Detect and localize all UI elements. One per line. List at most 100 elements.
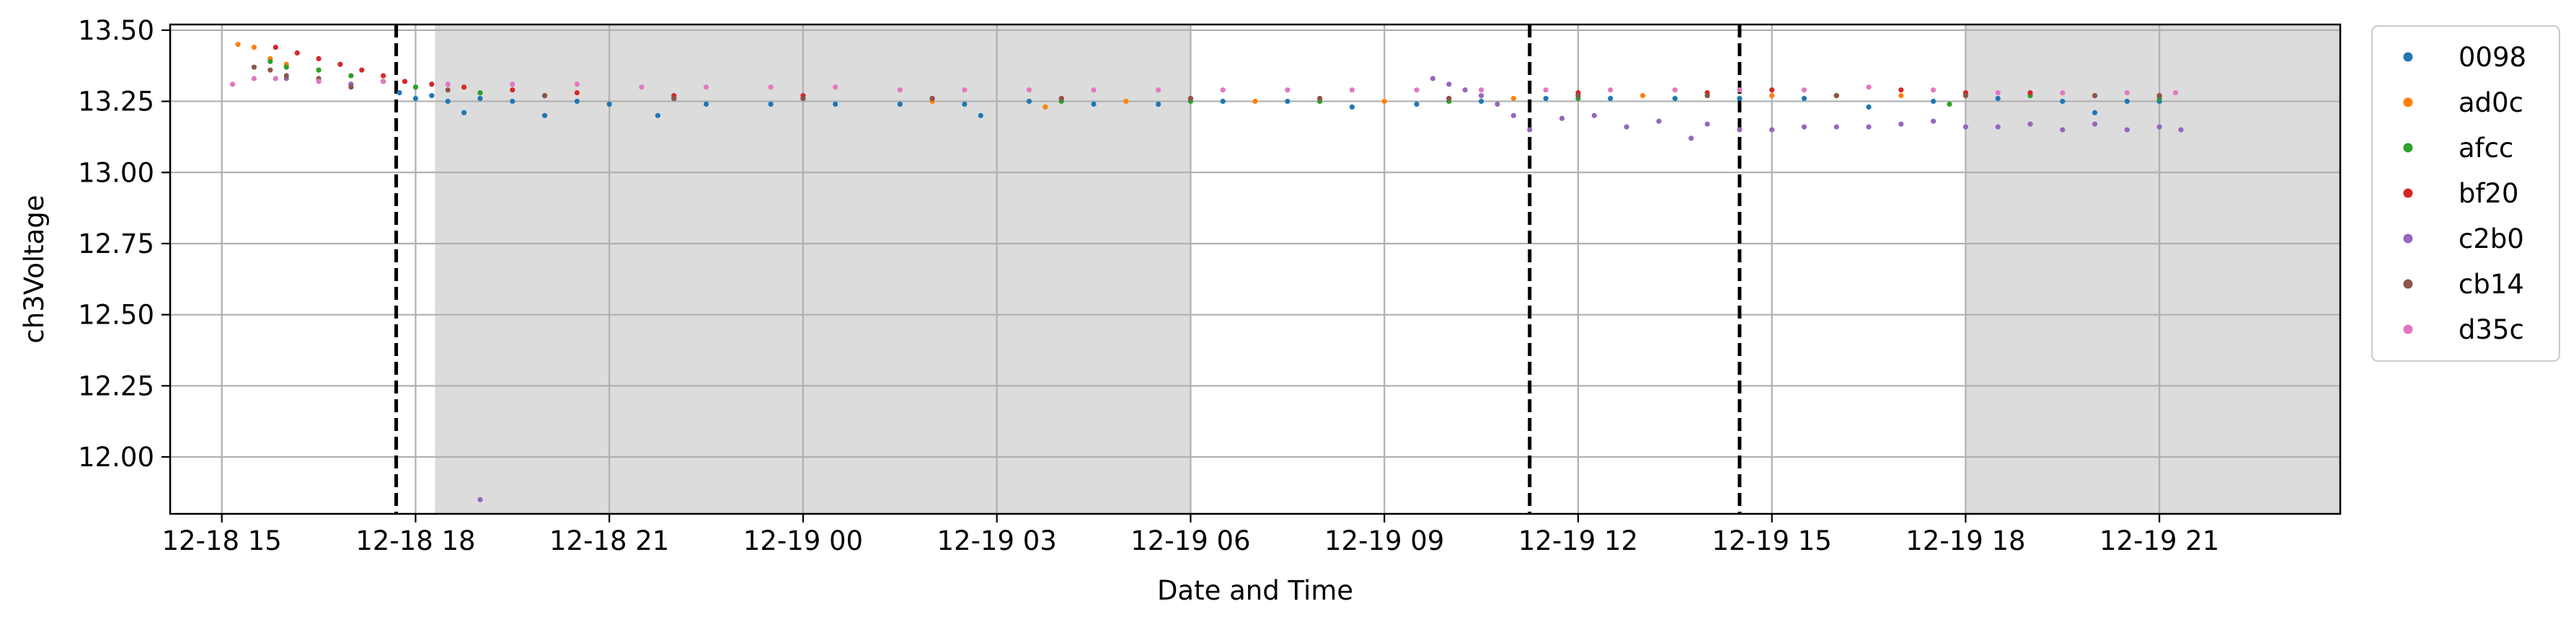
x-tick-label: 12-19 21 (2099, 525, 2219, 556)
data-point-d35c (1478, 87, 1484, 93)
data-point-d35c (1026, 87, 1032, 93)
shaded-region (435, 25, 1191, 514)
data-point-c2b0 (1704, 121, 1710, 127)
series-d35c (229, 76, 2179, 96)
legend-marker-0098 (2403, 52, 2413, 62)
data-point-ad0c (1898, 93, 1904, 99)
data-point-0098 (1478, 98, 1484, 104)
data-point-d35c (1414, 87, 1420, 93)
data-point-c2b0 (1478, 93, 1484, 99)
data-point-d35c (381, 79, 386, 84)
data-point-0098 (978, 112, 983, 118)
data-point-c2b0 (1495, 101, 1500, 107)
data-point-ad0c (1769, 93, 1775, 99)
data-point-cb14 (1187, 96, 1194, 102)
data-point-d35c (768, 84, 774, 90)
data-point-c2b0 (1446, 81, 1452, 87)
data-point-c2b0 (1995, 124, 2001, 130)
data-point-0098 (397, 90, 402, 96)
data-point-cb14 (1962, 93, 1969, 99)
data-point-0098 (768, 101, 774, 107)
data-point-d35c (316, 79, 322, 84)
data-point-c2b0 (2027, 121, 2033, 127)
data-point-0098 (461, 110, 467, 115)
data-point-ad0c (251, 44, 257, 50)
data-point-0098 (2060, 98, 2066, 104)
data-point-d35c (229, 81, 236, 87)
data-point-cb14 (1575, 93, 1581, 99)
legend-label-0098: 0098 (2458, 42, 2526, 73)
data-point-ad0c (1639, 93, 1646, 99)
data-point-d35c (1608, 87, 1614, 93)
data-point-bf20 (273, 44, 278, 50)
data-point-0098 (962, 101, 968, 107)
legend-label-cb14: cb14 (2458, 269, 2524, 300)
data-point-bf20 (1898, 87, 1904, 93)
data-point-cb14 (348, 84, 354, 90)
x-tick-label: 12-19 18 (1906, 525, 2025, 556)
data-point-0098 (655, 112, 660, 118)
data-point-cb14 (1316, 96, 1323, 102)
data-point-d35c (962, 87, 968, 93)
data-point-0098 (1608, 96, 1614, 102)
data-point-d35c (1866, 84, 1872, 90)
data-point-ad0c (235, 42, 241, 48)
data-point-bf20 (2027, 90, 2033, 96)
data-point-d35c (1672, 87, 1678, 93)
data-point-0098 (1285, 98, 1291, 104)
data-point-ad0c (1381, 98, 1387, 104)
data-point-0098 (1995, 96, 2001, 102)
data-point-0098 (1543, 96, 1549, 102)
y-axis-ticks: 12.00 12.25 12.50 12.75 13.00 13.25 13.50 (78, 15, 170, 473)
data-point-bf20 (1769, 87, 1775, 93)
data-point-0098 (445, 98, 451, 104)
x-tick-label: 12-18 15 (161, 525, 281, 556)
data-point-0098 (429, 93, 435, 99)
data-point-c2b0 (1624, 124, 1629, 130)
data-point-c2b0 (477, 497, 483, 502)
data-point-cb14 (1058, 96, 1064, 102)
data-point-bf20 (574, 90, 580, 96)
data-point-cb14 (2156, 93, 2162, 99)
data-point-c2b0 (2060, 127, 2066, 133)
data-point-afcc (477, 90, 483, 96)
data-point-c2b0 (1833, 124, 1839, 130)
data-point-d35c (1091, 87, 1097, 93)
data-point-afcc (283, 64, 289, 70)
series-0098 (348, 81, 2162, 118)
legend-label-afcc: afcc (2458, 133, 2513, 164)
legend-box (2371, 25, 2561, 363)
data-point-bf20 (381, 73, 386, 79)
data-point-d35c (510, 81, 515, 87)
legend-marker-c2b0 (2403, 234, 2413, 244)
data-point-ad0c (1510, 96, 1516, 102)
data-point-d35c (1931, 87, 1937, 93)
data-point-ad0c (1043, 104, 1048, 110)
data-point-0098 (1349, 104, 1355, 110)
data-point-d35c (574, 81, 580, 87)
data-point-d35c (1737, 87, 1743, 93)
data-point-c2b0 (1801, 124, 1807, 130)
data-point-afcc (348, 73, 354, 79)
legend-marker-afcc (2403, 143, 2413, 153)
data-point-afcc (267, 58, 273, 64)
data-point-c2b0 (1866, 124, 1872, 130)
legend-label-ad0c: ad0c (2458, 87, 2523, 118)
data-point-c2b0 (1769, 127, 1775, 133)
data-point-bf20 (429, 81, 435, 87)
x-tick-label: 12-18 21 (549, 525, 669, 556)
legend-label-bf20: bf20 (2458, 178, 2519, 209)
data-point-d35c (2124, 90, 2130, 96)
data-point-0098 (2124, 98, 2130, 104)
data-point-d35c (1801, 87, 1807, 93)
data-point-0098 (1026, 98, 1032, 104)
y-tick-label: 12.75 (78, 228, 154, 259)
data-point-c2b0 (2124, 127, 2130, 133)
data-point-ad0c (1123, 98, 1129, 104)
data-point-c2b0 (1737, 127, 1743, 133)
x-axis-label: Date and Time (1157, 575, 1353, 606)
data-point-d35c (2060, 90, 2066, 96)
data-point-0098 (574, 98, 580, 104)
data-point-c2b0 (1931, 118, 1937, 124)
